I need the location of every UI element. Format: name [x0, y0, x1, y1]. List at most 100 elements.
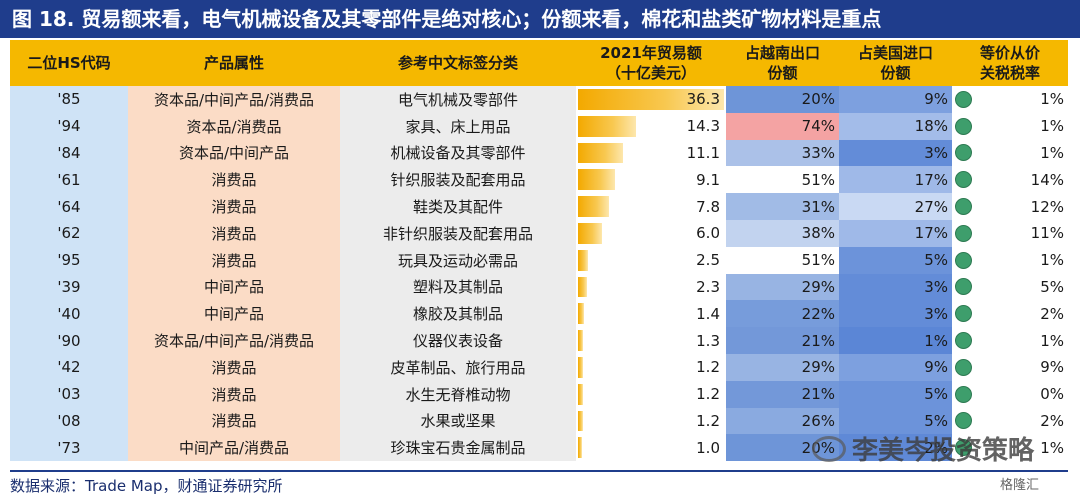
tariff-rate-text: 1% [1040, 331, 1064, 350]
source-note: 数据来源：Trade Map，财通证券研究所 [10, 470, 1068, 496]
tariff-rate-cell: 5% [952, 274, 1068, 301]
category-cell: 珍珠宝石贵金属制品 [340, 434, 576, 462]
tariff-rate-cell: 11% [952, 220, 1068, 247]
trade-value-cell: 1.3 [576, 327, 726, 354]
trade-value-text: 1.3 [696, 331, 720, 350]
trade-value-bar [578, 330, 584, 351]
header-us-share: 占美国进口 份额 [857, 44, 933, 82]
table-row: '94 资本品/消费品 家具、床上用品 14.3 74% 18% 1% [10, 112, 1068, 140]
us-share-cell: 3% [839, 273, 952, 301]
us-share-cell: 27% [839, 193, 952, 220]
us-share-cell: 5% [839, 407, 952, 435]
us-share-cell: 5% [839, 246, 952, 274]
brand-label: 格隆汇 [1000, 478, 1040, 493]
product-attribute-cell: 中间产品 [128, 273, 340, 301]
vietnam-share-cell: 22% [726, 300, 839, 328]
table-row: '61 消费品 针织服装及配套用品 9.1 51% 17% 14% [10, 166, 1068, 194]
trade-value-cell: 11.1 [576, 139, 726, 167]
tariff-rate-cell: 0% [952, 381, 1068, 408]
trade-value-text: 11.1 [686, 143, 720, 162]
tariff-rate-cell: 2% [952, 300, 1068, 327]
table-row: '84 资本品/中间产品 机械设备及其零部件 11.1 33% 3% 1% [10, 139, 1068, 167]
vietnam-share-cell: 29% [726, 353, 839, 381]
trade-table: 二位HS代码 产品属性 参考中文标签分类 2021年贸易额 （十亿美元） 占越南… [10, 40, 1068, 462]
product-attribute-cell: 消费品 [128, 219, 340, 247]
header-hs-code: 二位HS代码 [27, 54, 111, 72]
trade-value-bar [578, 115, 636, 137]
trade-value-text: 9.1 [696, 170, 720, 189]
hs-code-cell: '40 [10, 300, 128, 328]
us-share-cell: 3% [839, 139, 952, 167]
hs-code-cell: '03 [10, 380, 128, 408]
header-tariff-rate: 等价从价 关税税率 [979, 44, 1040, 82]
status-dot-icon [955, 198, 972, 216]
trade-value-text: 1.2 [696, 385, 720, 404]
trade-value-text: 1.0 [696, 438, 720, 457]
table-row: '64 消费品 鞋类及其配件 7.8 31% 27% 12% [10, 193, 1068, 220]
tariff-rate-cell: 1% [952, 140, 1068, 167]
us-share-cell: 3% [839, 300, 952, 328]
product-attribute-cell: 消费品 [128, 166, 340, 194]
table-row: '73 中间产品/消费品 珍珠宝石贵金属制品 1.0 20% 2% 1% [10, 434, 1068, 462]
tariff-rate-text: 2% [1040, 411, 1064, 430]
table-row: '03 消费品 水生无脊椎动物 1.2 21% 5% 0% [10, 380, 1068, 408]
tariff-rate-text: 1% [1040, 438, 1064, 457]
status-dot-icon [955, 439, 972, 457]
figure-title: 图 18. 贸易额来看，电气机械设备及其零部件是绝对核心；份额来看，棉花和盐类矿… [0, 0, 1080, 38]
trade-value-cell: 1.2 [576, 353, 726, 381]
trade-value-text: 1.4 [696, 304, 720, 323]
trade-value-bar [578, 356, 583, 378]
tariff-rate-text: 1% [1040, 90, 1064, 109]
hs-code-cell: '90 [10, 327, 128, 354]
hs-code-cell: '85 [10, 86, 128, 113]
trade-value-bar [578, 276, 588, 298]
trade-value-text: 1.2 [696, 358, 720, 377]
header-product-attribute: 产品属性 [203, 54, 264, 72]
hs-code-cell: '61 [10, 166, 128, 194]
trade-value-cell: 14.3 [576, 112, 726, 140]
vietnam-share-cell: 20% [726, 86, 839, 113]
product-attribute-cell: 消费品 [128, 193, 340, 220]
product-attribute-cell: 中间产品/消费品 [128, 434, 340, 462]
trade-value-bar [578, 196, 610, 217]
trade-value-bar [578, 249, 589, 271]
trade-value-text: 14.3 [686, 117, 720, 136]
trade-value-cell: 2.5 [576, 246, 726, 274]
trade-value-cell: 36.3 [576, 86, 726, 113]
trade-value-cell: 2.3 [576, 273, 726, 301]
product-attribute-cell: 消费品 [128, 246, 340, 274]
status-dot-icon [955, 171, 972, 189]
tariff-rate-text: 1% [1040, 117, 1064, 136]
status-dot-icon [955, 278, 972, 296]
product-attribute-cell: 资本品/中间产品/消费品 [128, 327, 340, 354]
table-row: '90 资本品/中间产品/消费品 仪器仪表设备 1.3 21% 1% 1% [10, 327, 1068, 354]
tariff-rate-text: 5% [1040, 277, 1064, 296]
category-cell: 电气机械及零部件 [340, 86, 576, 113]
category-cell: 塑料及其制品 [340, 273, 576, 301]
trade-value-cell: 9.1 [576, 166, 726, 194]
category-cell: 仪器仪表设备 [340, 327, 576, 354]
header-category: 参考中文标签分类 [397, 54, 518, 72]
tariff-rate-cell: 12% [952, 193, 1068, 220]
us-share-cell: 9% [839, 86, 952, 113]
product-attribute-cell: 资本品/中间产品/消费品 [128, 86, 340, 113]
tariff-rate-cell: 2% [952, 408, 1068, 435]
table-row: '85 资本品/中间产品/消费品 电气机械及零部件 36.3 20% 9% 1% [10, 86, 1068, 113]
us-share-cell: 9% [839, 353, 952, 381]
hs-code-cell: '42 [10, 353, 128, 381]
table-row: '08 消费品 水果或坚果 1.2 26% 5% 2% [10, 407, 1068, 435]
product-attribute-cell: 消费品 [128, 353, 340, 381]
category-cell: 机械设备及其零部件 [340, 139, 576, 167]
table-row: '62 消费品 非针织服装及配套用品 6.0 38% 17% 11% [10, 219, 1068, 247]
category-cell: 橡胶及其制品 [340, 300, 576, 328]
tariff-rate-text: 1% [1040, 143, 1064, 162]
tariff-rate-cell: 1% [952, 247, 1068, 274]
tariff-rate-cell: 14% [952, 166, 1068, 193]
us-share-cell: 18% [839, 112, 952, 140]
tariff-rate-text: 0% [1040, 385, 1064, 404]
us-share-cell: 5% [839, 380, 952, 408]
tariff-rate-cell: 1% [952, 86, 1068, 113]
status-dot-icon [955, 358, 972, 376]
tariff-rate-cell: 1% [952, 434, 1068, 461]
status-dot-icon [955, 224, 972, 242]
